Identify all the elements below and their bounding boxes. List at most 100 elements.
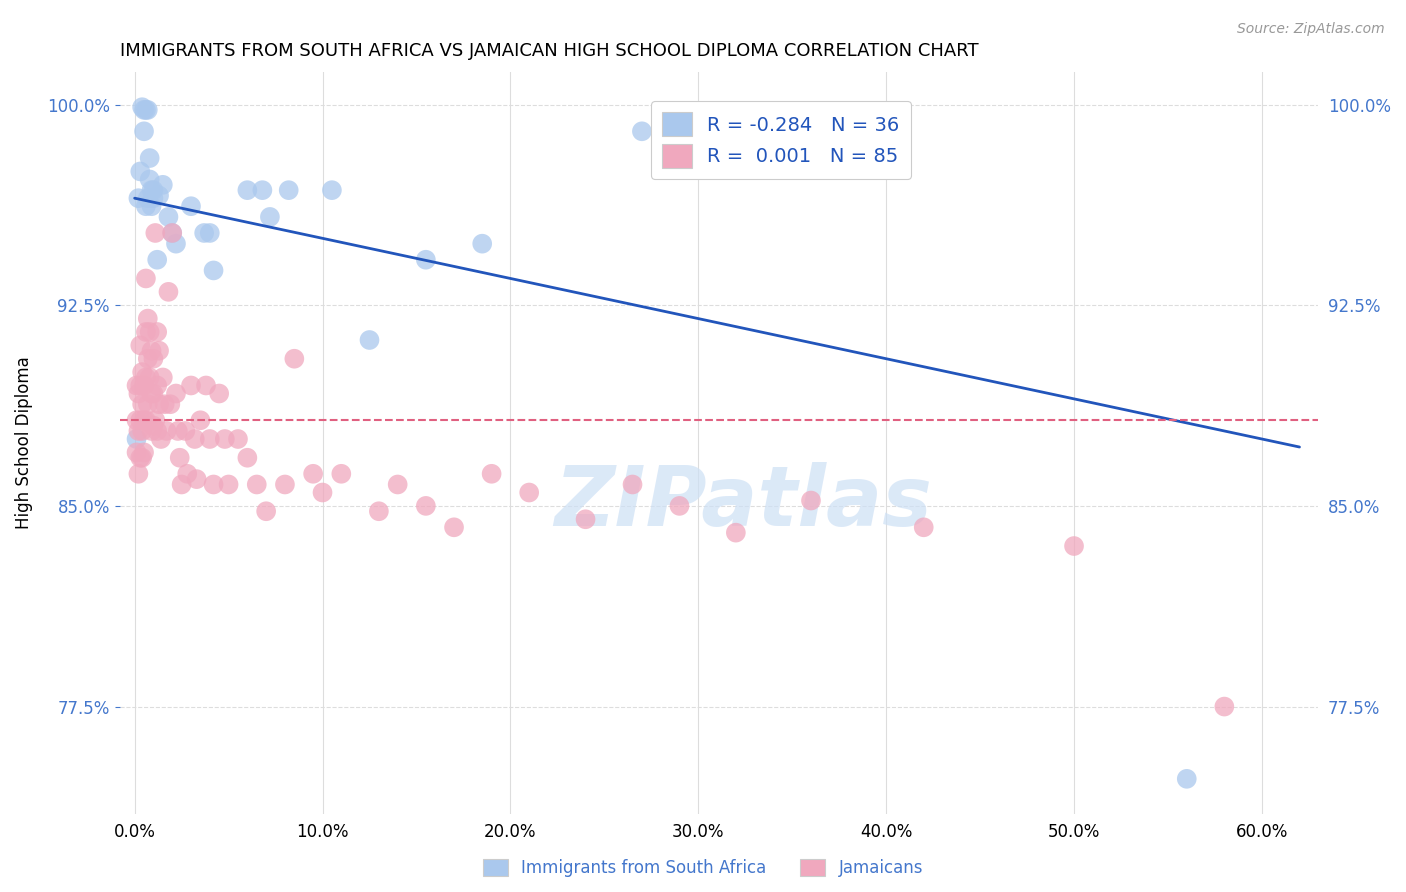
Point (138, 325, 160, 339)
Point (129, 378, 152, 392)
Point (631, 124, 654, 138)
Point (481, 467, 503, 481)
Point (141, 183, 163, 197)
Point (149, 432, 172, 446)
Point (141, 386, 163, 401)
Point (132, 103, 155, 117)
Point (169, 450, 191, 465)
Point (415, 252, 437, 267)
Point (143, 413, 166, 427)
Point (387, 477, 409, 491)
Point (198, 226, 221, 240)
Point (152, 370, 174, 384)
Point (621, 477, 644, 491)
Point (321, 183, 343, 197)
Point (125, 432, 148, 446)
Point (574, 512, 596, 526)
Legend: R = -0.284   N = 36, R =  0.001   N = 85: R = -0.284 N = 36, R = 0.001 N = 85 (651, 101, 911, 179)
Legend: Immigrants from South Africa, Jamaicans: Immigrants from South Africa, Jamaicans (477, 852, 929, 884)
Point (132, 124, 155, 138)
Point (131, 424, 153, 438)
Point (131, 397, 153, 411)
Point (135, 370, 157, 384)
Point (165, 386, 187, 401)
Point (135, 271, 157, 285)
Point (125, 445, 148, 459)
Point (193, 226, 215, 240)
Point (135, 199, 157, 213)
Point (142, 351, 165, 366)
Point (218, 477, 240, 491)
Text: ZIPatlas: ZIPatlas (554, 462, 932, 543)
Point (127, 191, 149, 205)
Point (236, 450, 259, 465)
Point (146, 325, 169, 339)
Point (125, 378, 148, 392)
Point (138, 172, 160, 186)
Point (517, 485, 540, 500)
Point (132, 445, 155, 459)
Point (127, 386, 149, 401)
Point (277, 183, 299, 197)
Point (174, 424, 197, 438)
Point (153, 397, 176, 411)
Point (142, 418, 165, 433)
Point (202, 263, 225, 277)
Point (176, 467, 198, 481)
Point (141, 343, 163, 358)
Point (125, 413, 148, 427)
Point (129, 413, 152, 427)
Point (160, 226, 183, 240)
Point (157, 210, 180, 224)
Point (443, 520, 465, 534)
Point (302, 467, 325, 481)
Point (131, 100, 153, 114)
Point (252, 183, 274, 197)
Point (1063, 539, 1085, 553)
Point (198, 432, 221, 446)
Point (142, 386, 165, 401)
Point (330, 467, 353, 481)
Point (142, 183, 165, 197)
Point (159, 397, 181, 411)
Point (1213, 699, 1236, 714)
Point (136, 351, 159, 366)
Point (132, 413, 155, 427)
Point (190, 413, 212, 427)
Point (129, 450, 152, 465)
Point (136, 103, 159, 117)
Text: IMMIGRANTS FROM SOUTH AFRICA VS JAMAICAN HIGH SCHOOL DIPLOMA CORRELATION CHART: IMMIGRANTS FROM SOUTH AFRICA VS JAMAICAN… (120, 42, 979, 60)
Point (311, 485, 333, 500)
Point (136, 311, 159, 326)
Point (236, 183, 259, 197)
Point (135, 325, 157, 339)
Point (129, 338, 152, 352)
Point (367, 504, 389, 518)
Point (202, 477, 225, 491)
Point (208, 386, 231, 401)
Point (132, 378, 155, 392)
Point (146, 424, 169, 438)
Point (186, 472, 208, 486)
Point (160, 226, 183, 240)
Point (259, 210, 281, 224)
Point (180, 199, 202, 213)
Point (131, 450, 153, 465)
Point (135, 413, 157, 427)
Point (912, 520, 935, 534)
Point (152, 178, 174, 192)
Point (226, 432, 249, 446)
Y-axis label: High School Diploma: High School Diploma (15, 357, 32, 529)
Point (184, 432, 207, 446)
Text: Source: ZipAtlas.com: Source: ZipAtlas.com (1237, 22, 1385, 37)
Point (129, 164, 152, 178)
Point (138, 370, 160, 384)
Point (138, 151, 160, 165)
Point (165, 236, 187, 251)
Point (471, 236, 494, 251)
Point (131, 365, 153, 379)
Point (141, 199, 163, 213)
Point (146, 378, 169, 392)
Point (155, 424, 177, 438)
Point (195, 378, 218, 392)
